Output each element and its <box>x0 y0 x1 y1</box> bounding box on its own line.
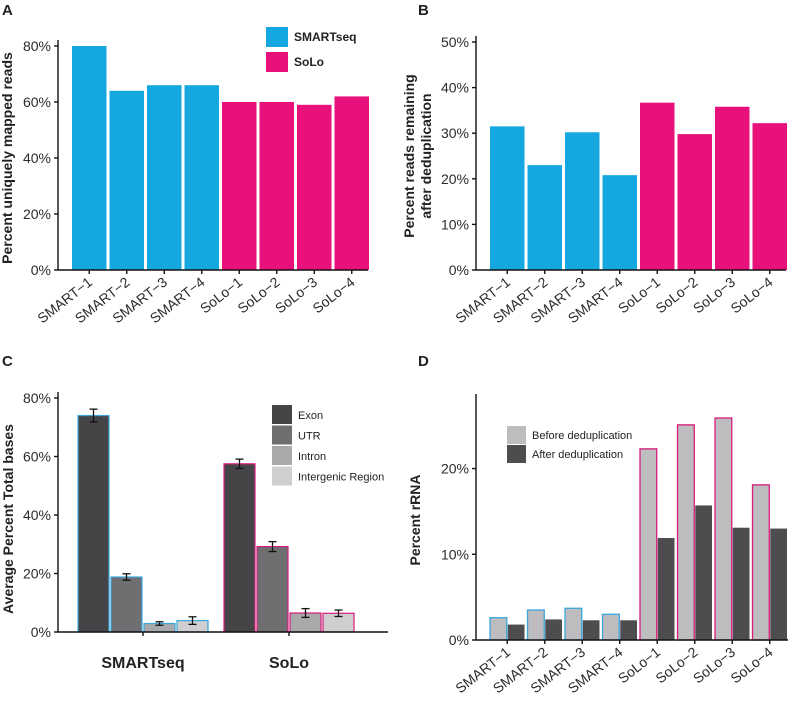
c-y-tick-label: 60% <box>23 449 51 465</box>
c-y-axis-label: Average Percent Total bases <box>0 424 16 614</box>
c-y-tick-label: 40% <box>23 507 51 523</box>
b-y-tick-label: 0% <box>449 262 469 278</box>
a-bar-smart-1 <box>72 46 107 270</box>
b-bar-solo-3 <box>715 106 750 270</box>
d-legend-label-before-deduplication: Before deduplication <box>532 430 632 442</box>
c-bar-smartseq-utr <box>110 576 143 633</box>
d-bar-smart-4-before-deduplication <box>601 613 620 641</box>
c-y-tick-label: 0% <box>31 624 51 640</box>
a-legend-swatch-solo <box>266 52 288 72</box>
c-legend-label-utr: UTR <box>298 431 321 443</box>
panel-label-d: D <box>418 353 429 370</box>
b-x-tick-label-solo-4: SoLo−4 <box>727 274 775 317</box>
d-bar-smart-3-before-deduplication <box>564 607 583 641</box>
c-bar-smartseq-exon <box>77 414 110 633</box>
b-bar-solo-1 <box>640 102 675 270</box>
d-legend-swatch-before-deduplication <box>507 426 526 444</box>
d-bar-smart-3-after-deduplication <box>582 620 600 640</box>
panel-label-b: B <box>418 2 429 19</box>
d-bar-smart-2-after-deduplication <box>545 619 562 640</box>
d-y-axis-label: Percent rRNA <box>407 474 423 565</box>
b-y-tick-label: 30% <box>441 125 469 141</box>
d-y-tick-label: 10% <box>441 546 469 562</box>
panel-b-chart: 0%10%20%30%40%50%SMART−1SMART−2SMART−3SM… <box>401 34 787 326</box>
d-y-tick-label: 20% <box>441 461 469 477</box>
d-x-tick-label-solo-4: SoLo−4 <box>727 644 775 687</box>
c-legend-swatch-utr <box>272 425 292 445</box>
b-bar-solo-2 <box>677 134 712 270</box>
b-bar-smart-1 <box>490 126 525 270</box>
d-bar-smart-2-before-deduplication <box>526 609 545 641</box>
a-bar-solo-4 <box>334 96 369 271</box>
d-bar-smart-1-before-deduplication <box>489 617 508 641</box>
c-legend-swatch-intergenic-region <box>272 466 292 486</box>
a-bar-solo-1 <box>222 102 257 270</box>
a-bar-smart-2 <box>109 90 144 270</box>
b-bar-solo-4 <box>752 123 787 270</box>
panel-label-c: C <box>2 353 13 370</box>
a-legend-swatch-smartseq <box>266 27 288 47</box>
c-legend-swatch-exon <box>272 405 292 424</box>
a-y-tick-label: 40% <box>23 150 51 166</box>
a-y-tick-label: 60% <box>23 94 51 110</box>
a-y-tick-label: 80% <box>23 38 51 54</box>
d-y-tick-label: 0% <box>449 632 469 648</box>
c-bar-solo-exon <box>223 463 256 633</box>
a-x-tick-label-solo-4: SoLo−4 <box>309 274 357 317</box>
d-bar-solo-3-before-deduplication <box>714 417 733 641</box>
a-y-axis-label: Percent uniquely mapped reads <box>0 52 15 264</box>
d-bar-solo-2-after-deduplication <box>695 505 712 640</box>
d-legend-swatch-after-deduplication <box>507 445 526 463</box>
a-bar-smart-4 <box>184 85 219 270</box>
c-legend-label-exon: Exon <box>298 410 323 422</box>
d-legend-label-after-deduplication: After deduplication <box>532 449 623 461</box>
a-y-tick-label: 20% <box>23 206 51 222</box>
c-y-tick-label: 20% <box>23 566 51 582</box>
d-bar-solo-4-before-deduplication <box>751 484 770 641</box>
c-y-tick-label: 80% <box>23 390 51 406</box>
c-legend-swatch-intron <box>272 446 292 465</box>
d-bar-solo-1-after-deduplication <box>657 538 675 640</box>
a-bar-smart-3 <box>147 85 182 270</box>
a-bar-solo-2 <box>259 102 294 270</box>
b-y-tick-label: 50% <box>441 34 469 50</box>
d-bar-solo-3-after-deduplication <box>732 527 750 640</box>
a-y-tick-label: 0% <box>31 262 51 278</box>
panel-label-a: A <box>2 2 13 19</box>
d-bar-smart-4-after-deduplication <box>620 620 637 640</box>
c-x-category-solo: SoLo <box>269 655 309 672</box>
b-y-tick-label: 40% <box>441 80 469 96</box>
b-y-axis-label-line-1: Percent reads remaining <box>401 74 417 237</box>
d-bar-solo-1-before-deduplication <box>639 448 658 641</box>
panel-c-chart: 0% 20% 40% 60% 80% SMARTseq SoLo Average Percen… <box>0 390 388 672</box>
panel-d-chart: 0%10%20%SMART−1SMART−2SMART−3SMART−4SoLo… <box>407 394 788 696</box>
d-bar-solo-2-before-deduplication <box>676 424 695 641</box>
b-bar-smart-4 <box>602 175 637 270</box>
d-bar-smart-1-after-deduplication <box>507 624 525 640</box>
b-bar-smart-3 <box>565 132 600 270</box>
b-bar-smart-2 <box>527 165 562 270</box>
a-legend-label-smartseq: SMARTseq <box>294 30 356 44</box>
b-y-tick-label: 10% <box>441 216 469 232</box>
d-bar-solo-4-after-deduplication <box>770 528 787 640</box>
c-legend-label-intergenic-region: Intergenic Region <box>298 472 384 484</box>
c-x-category-smartseq: SMARTseq <box>101 655 184 672</box>
a-bar-solo-3 <box>297 104 332 270</box>
b-y-tick-label: 20% <box>441 171 469 187</box>
b-y-axis-label-line-2: after deduplication <box>418 93 434 218</box>
c-bar-solo-utr <box>256 545 289 633</box>
panel-a-chart: 0%20%40%60%80%SMART−1SMART−2SMART−3SMART… <box>0 27 369 326</box>
a-legend-label-solo: SoLo <box>294 55 324 69</box>
c-legend-label-intron: Intron <box>298 451 326 463</box>
